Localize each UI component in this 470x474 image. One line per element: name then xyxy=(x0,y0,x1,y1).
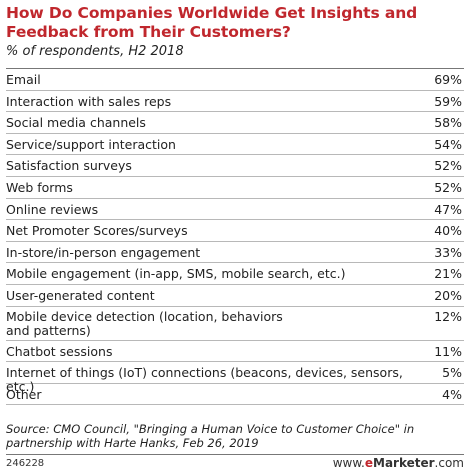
chart-id: 246228 xyxy=(6,458,45,469)
row-value: 20% xyxy=(434,287,462,303)
row-value: 4% xyxy=(442,386,462,402)
row-value: 54% xyxy=(434,136,462,152)
row-label: Mobile engagement (in-app, SMS, mobile s… xyxy=(6,266,346,282)
table-row: Satisfaction surveys 52% xyxy=(6,155,464,177)
row-label: Interaction with sales reps xyxy=(6,93,172,109)
row-value: 5% xyxy=(442,365,462,381)
source-note: Source: CMO Council, "Bringing a Human V… xyxy=(6,422,415,450)
row-value: 69% xyxy=(434,72,462,87)
footer-divider xyxy=(6,454,464,455)
table-row: Internet of things (IoT) connections (be… xyxy=(6,362,464,394)
row-label: Satisfaction surveys xyxy=(6,158,132,174)
row-value: 33% xyxy=(434,244,462,260)
row-value: 21% xyxy=(434,266,462,282)
table-row: In-store/in-person engagement 33% xyxy=(6,242,464,264)
row-label: Social media channels xyxy=(6,115,146,131)
brand-suffix: .com xyxy=(434,456,464,470)
table-row: Other 4% xyxy=(6,384,464,406)
row-label: Mobile device detection (location, behav… xyxy=(6,308,283,338)
row-label: In-store/in-person engagement xyxy=(6,244,201,260)
row-label: Chatbot sessions xyxy=(6,343,113,359)
chart-subtitle: % of respondents, H2 2018 xyxy=(6,44,184,59)
row-value: 40% xyxy=(434,223,462,239)
row-value: 11% xyxy=(434,343,462,359)
row-value: 52% xyxy=(434,179,462,195)
row-label: Net Promoter Scores/surveys xyxy=(6,223,188,239)
row-value: 58% xyxy=(434,115,462,131)
table-row: Interaction with sales reps 59% xyxy=(6,91,464,113)
table-row: Mobile engagement (in-app, SMS, mobile s… xyxy=(6,263,464,285)
brand-e: e xyxy=(364,456,373,470)
row-value: 52% xyxy=(434,158,462,174)
row-label: Internet of things (IoT) connections (be… xyxy=(6,365,403,395)
chart-title: How Do Companies Worldwide Get Insights … xyxy=(6,4,418,41)
table-row: Email 69% xyxy=(6,69,464,91)
row-label: Service/support interaction xyxy=(6,136,176,152)
brand-name: Marketer xyxy=(373,456,435,470)
brand-logo[interactable]: www.eMarketer.com xyxy=(333,456,464,470)
row-label: Online reviews xyxy=(6,201,99,217)
row-label: User-generated content xyxy=(6,287,155,303)
table-row: Net Promoter Scores/surveys 40% xyxy=(6,220,464,242)
table-row: User-generated content 20% xyxy=(6,285,464,307)
table-row: Chatbot sessions 11% xyxy=(6,341,464,363)
brand-prefix: www. xyxy=(332,456,365,470)
table-row: Mobile device detection (location, behav… xyxy=(6,307,464,341)
row-label: Email xyxy=(6,72,41,87)
row-value: 47% xyxy=(434,201,462,217)
table-row: Web forms 52% xyxy=(6,177,464,199)
table-row: Social media channels 58% xyxy=(6,112,464,134)
row-value: 59% xyxy=(434,93,462,109)
table-row: Online reviews 47% xyxy=(6,199,464,221)
table-row: Service/support interaction 54% xyxy=(6,134,464,156)
row-label: Other xyxy=(6,386,42,402)
data-table: Email 69% Interaction with sales reps 59% So… xyxy=(6,68,464,406)
row-value: 12% xyxy=(434,308,462,324)
row-label: Web forms xyxy=(6,179,73,195)
